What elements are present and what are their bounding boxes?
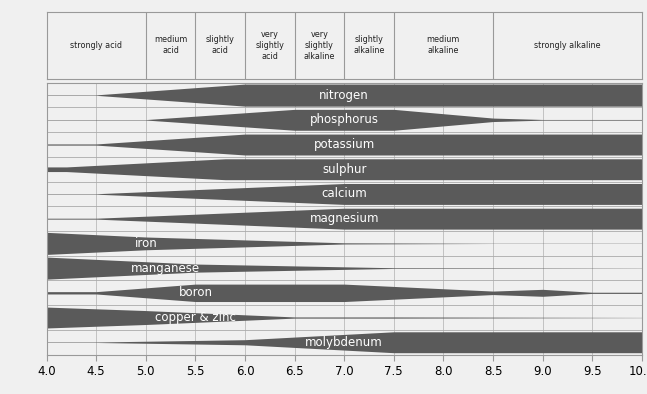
Text: molybdenum: molybdenum xyxy=(305,336,383,349)
Text: very
slightly
acid: very slightly acid xyxy=(256,30,284,61)
Text: slightly
acid: slightly acid xyxy=(206,35,235,55)
Text: medium
acid: medium acid xyxy=(154,35,187,55)
Text: calcium: calcium xyxy=(322,188,367,201)
Text: medium
alkaline: medium alkaline xyxy=(427,35,460,55)
Text: iron: iron xyxy=(135,237,157,250)
Text: potassium: potassium xyxy=(314,138,375,151)
Text: strongly acid: strongly acid xyxy=(70,41,122,50)
Text: copper & zinc: copper & zinc xyxy=(155,311,236,324)
Text: magnesium: magnesium xyxy=(309,212,379,225)
Text: nitrogen: nitrogen xyxy=(320,89,369,102)
Text: slightly
alkaline: slightly alkaline xyxy=(353,35,385,55)
Text: strongly alkaline: strongly alkaline xyxy=(534,41,600,50)
Text: sulphur: sulphur xyxy=(322,163,366,176)
Text: phosphorus: phosphorus xyxy=(310,113,378,126)
Text: boron: boron xyxy=(179,286,212,299)
Text: manganese: manganese xyxy=(131,262,200,275)
Text: very
slightly
alkaline: very slightly alkaline xyxy=(303,30,335,61)
